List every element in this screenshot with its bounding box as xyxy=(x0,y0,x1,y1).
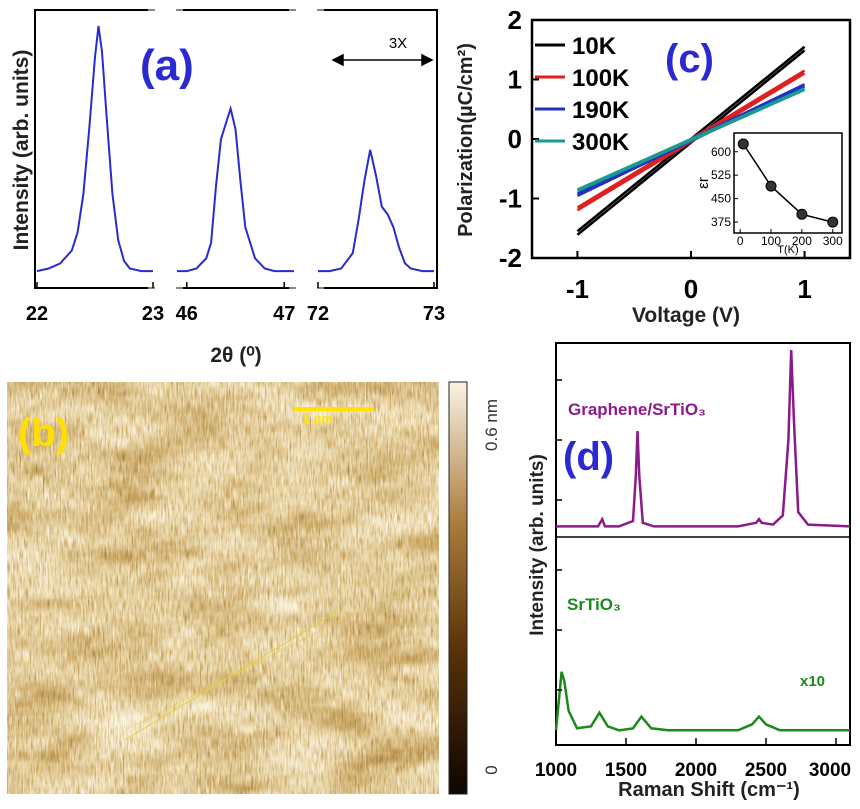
panel-c-inset-ytick-label: 600 xyxy=(711,145,731,159)
panel-c-series-line xyxy=(576,87,806,193)
panel-c-ytick-label: 0 xyxy=(508,124,522,154)
panel-b-colorbar-max-label: 0.6 nm xyxy=(482,399,501,451)
panel-c-inset-ylabel: εr xyxy=(695,177,712,189)
panel-a-curve-2 xyxy=(177,104,294,273)
panel-a-xtick-label: 46 xyxy=(176,303,198,325)
panel-c-legend-label: 190K xyxy=(572,97,630,124)
panel-c-inset-xtick-label: 100 xyxy=(761,234,781,248)
panel-c-inset-xtick-label: 200 xyxy=(792,234,812,248)
panel-a-ticks: 22 23 46 47 72 73 xyxy=(26,282,445,325)
panel-a-ylabel: Intensity (arb. units) xyxy=(10,50,33,251)
panel-a-break-gap-4 xyxy=(294,284,318,292)
panel-a-xtick-label: 73 xyxy=(423,303,445,325)
panel-b-line-profile-2 xyxy=(129,609,361,729)
panel-d-bottom-annotation: x10 xyxy=(800,673,825,690)
panel-c-polarization: -1 0 1 -2 -1 0 1 2 10K 100K 190K 300K (c) Polariza… xyxy=(455,5,852,327)
panel-d-series-line xyxy=(554,671,850,732)
panel-c-xtick-label: 1 xyxy=(797,274,811,304)
panel-d-xtick-label: 2000 xyxy=(675,760,717,781)
panel-c-inset-xtick-label: 300 xyxy=(823,234,843,248)
panel-c-inset-content: 375 450 525 600 0 100 200 300 xyxy=(711,138,843,248)
panel-c-legend-label: 100K xyxy=(572,65,630,92)
panel-d-xlabel: Raman Shift (cm⁻¹) xyxy=(618,779,800,801)
panel-d-plot-frame xyxy=(555,342,851,746)
panel-d-top-label: Graphene/SrTiO₃ xyxy=(568,400,706,419)
panel-a-curve-1 xyxy=(36,25,153,273)
panel-c-inset-line xyxy=(742,143,833,223)
panel-a-xlabel: 2θ (⁰) xyxy=(210,344,261,367)
panel-a-break-gap-2 xyxy=(153,284,177,292)
panel-d-xtick-label: 2500 xyxy=(745,760,787,781)
panel-d-label: (d) xyxy=(563,435,614,479)
panel-a-xtick-label: 47 xyxy=(273,303,295,325)
panel-c-ticks: -1 0 1 -2 -1 0 1 2 xyxy=(499,5,812,304)
panel-b-colorbar xyxy=(448,381,468,795)
panel-c-inset-frame xyxy=(733,132,843,234)
panel-a-label: (a) xyxy=(140,41,194,90)
panel-c-inset-point xyxy=(737,138,749,150)
panel-d-series-line xyxy=(556,349,851,528)
panel-c-inset-xtick-label: 0 xyxy=(737,234,744,248)
panel-c-ytick-label: -2 xyxy=(499,243,522,273)
panel-a-3x-annotation: 3X xyxy=(389,35,407,52)
panel-d-ylabel: Intensity (arb. units) xyxy=(527,454,548,636)
panel-a-xtick-label: 22 xyxy=(26,303,48,325)
panel-d-series xyxy=(554,349,851,732)
panel-b-colorbar-min-label: 0 xyxy=(482,765,501,774)
panel-a-xtick-label: 23 xyxy=(142,303,164,325)
panel-b-afm-image xyxy=(7,382,439,794)
panel-c-inset-point xyxy=(765,180,777,192)
panel-c-series xyxy=(576,45,806,236)
panel-d-raman: 1000 1500 2000 2500 3000 (d) Graphene/SrTiO₃… xyxy=(527,342,851,801)
panel-a-xtick-label: 72 xyxy=(307,303,329,325)
panel-c-inset-ytick-label: 525 xyxy=(711,168,731,182)
panel-b-afm: 1 µm (b) 0.6 nm 0 xyxy=(7,381,501,795)
panel-c-legend-label: 10K xyxy=(572,33,617,60)
panel-a-xrd: 22 23 46 47 72 73 (a) Intensity (arb. units) … xyxy=(10,6,445,367)
panel-a-break-gap-3 xyxy=(294,6,318,14)
panel-c-ytick-label: 2 xyxy=(508,5,522,35)
panel-b-scalebar-label: 1 µm xyxy=(303,411,333,426)
panel-c-xtick-label: -1 xyxy=(566,274,589,304)
panel-d-bottom-label: SrTiO₃ xyxy=(567,595,621,614)
panel-c-legend-label: 300K xyxy=(572,129,630,156)
panel-c-inset-xlabel: T(K) xyxy=(777,244,798,256)
panel-c-inset-ytick-label: 450 xyxy=(711,192,731,206)
panel-d-ticks: 1000 1500 2000 2500 3000 xyxy=(535,379,851,781)
panel-a-curves xyxy=(36,25,434,273)
panel-d-xtick-label: 1500 xyxy=(605,760,647,781)
panel-d-xtick-label: 1000 xyxy=(535,760,577,781)
panel-c-inset-point xyxy=(827,216,839,228)
panel-c-xtick-label: 0 xyxy=(684,274,698,304)
panel-c-inset-ytick-label: 375 xyxy=(711,215,731,229)
panel-b-label: (b) xyxy=(18,411,69,455)
panel-a-plot-frame xyxy=(34,9,438,289)
panel-c-legend: 10K 100K 190K 300K xyxy=(535,33,630,156)
panel-c-inset: 375 450 525 600 0 100 200 300 εr T(K) xyxy=(695,132,843,256)
panel-c-inset-point xyxy=(796,208,808,220)
panel-c-xlabel: Voltage (V) xyxy=(632,304,740,327)
panel-c-ytick-label: 1 xyxy=(508,65,522,95)
panel-a-curve-3 xyxy=(318,149,434,273)
panel-c-ytick-label: -1 xyxy=(499,184,522,214)
panel-c-ylabel: Polarization(µC/cm²) xyxy=(455,43,477,237)
panel-a-3x-arrow xyxy=(331,53,434,67)
panel-d-xtick-label: 3000 xyxy=(809,760,851,781)
panel-c-label: (c) xyxy=(665,37,714,81)
panel-a-break-gap-1 xyxy=(153,6,177,14)
